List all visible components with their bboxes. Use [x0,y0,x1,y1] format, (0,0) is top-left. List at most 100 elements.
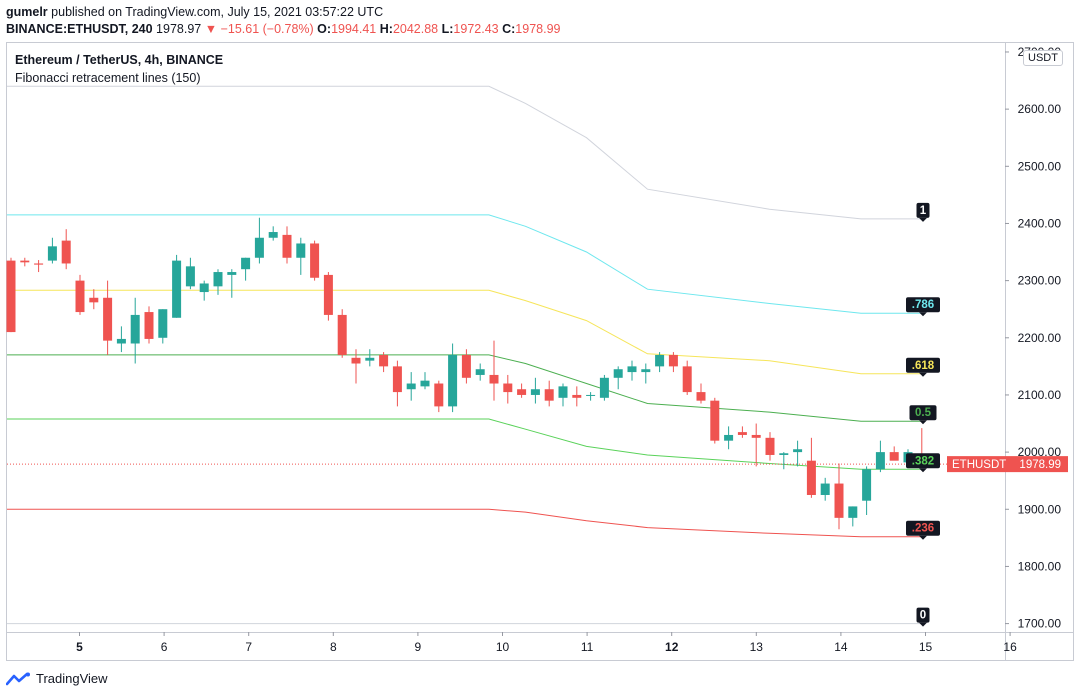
candle-body [737,432,747,435]
indicator-label[interactable]: Fibonacci retracement lines (150) [15,71,201,85]
price-tag-symbol: ETHUSDT [952,459,1006,471]
x-tick-label: 9 [415,640,422,654]
fib-line [7,85,922,220]
candle-body [599,377,609,398]
fib-tag-label: .786 [912,299,934,311]
candle [889,446,899,461]
candle [696,383,706,404]
fib-line [7,354,922,422]
candle [475,363,485,381]
candle-body [834,483,844,518]
candle [806,437,816,498]
open-label: O: [317,22,332,36]
candle-body [47,246,57,261]
candle-body [241,257,251,270]
candle-body [558,386,568,398]
high-label: H: [379,22,393,36]
fib-tag-bg [906,357,940,373]
fib-tag: .618 [906,357,940,377]
candle [544,380,554,407]
candle [310,240,320,281]
footer-brand[interactable]: TradingView [6,671,108,686]
x-tick-label: 16 [1003,640,1017,654]
candle-body [61,240,71,264]
symbol-info: BINANCE:ETHUSDT, 240 [6,22,153,36]
candle-body [461,354,471,378]
candle-body [420,380,430,387]
candle-body [448,354,458,407]
fib-tag: 1 [916,202,930,222]
candle-body [475,369,485,375]
candle-body [682,366,692,393]
candle [185,257,195,290]
currency-button[interactable]: USDT [1023,50,1063,66]
candle [530,377,540,404]
candle [420,372,430,390]
fib-tag-label: .236 [912,523,934,535]
tradingview-logo-icon [6,672,30,685]
candle [820,477,830,501]
fib-tag-label: 0.5 [915,407,932,419]
fib-tag: .236 [906,520,940,540]
candle-body [779,453,789,455]
candle [558,383,568,407]
candle-body [613,369,623,378]
candle-body [365,357,375,361]
candle [710,397,720,444]
x-tick-label: 15 [919,640,933,654]
fib-tag-label: 0 [920,610,926,622]
candle-body [751,434,761,438]
y-tick-label: 2500.00 [1018,159,1062,173]
candle [61,229,71,270]
candle-body [434,383,444,407]
candle [172,254,182,318]
y-tick-label: 2100.00 [1018,388,1062,402]
candle-body [144,312,154,339]
candle [227,269,237,298]
fib-tags: 1 .786 .618 0.5 .382 .236 0 [906,202,940,627]
price-axis: 2700.002600.002500.002400.002300.002200.… [947,43,1068,660]
candle [862,466,872,515]
candle [103,280,113,355]
candle [116,326,126,353]
candle [296,237,306,275]
candle-body [282,234,292,258]
low-value: 1972.43 [453,22,499,36]
fib-line [7,214,922,314]
candle-body [641,369,651,373]
candle [144,306,154,344]
fib-tag-pointer [919,420,927,425]
candle-body [862,469,872,501]
y-tick-label: 2400.00 [1018,216,1062,230]
ohlc-line: BINANCE:ETHUSDT, 240 1978.97 ▼ −15.61 (−… [6,22,560,36]
x-tick-label: 6 [161,640,168,654]
candle [323,272,333,321]
candle [392,360,402,407]
candle-body [323,274,333,315]
candle-body [185,266,195,287]
candle [158,309,168,344]
candle-body [227,272,237,275]
candle-body [530,389,540,395]
candle-body [103,297,113,341]
fib-line [7,418,922,470]
x-tick-label: 10 [496,640,510,654]
candle-body [254,237,264,258]
x-tick-label: 12 [665,640,679,654]
fib-lines [7,85,1005,625]
publisher-name[interactable]: gumelr [6,5,48,19]
candle-body [199,283,209,293]
candle-body [489,374,499,384]
fib-tag-bg [916,202,930,218]
candle [517,383,527,398]
candle-body [116,338,126,344]
candle [406,372,416,401]
y-tick-label: 1800.00 [1018,559,1062,573]
candle [779,452,789,470]
x-tick-label: 13 [750,640,764,654]
candle [627,360,637,381]
candle-body [586,394,596,396]
candle [641,363,651,384]
candle [461,349,471,384]
